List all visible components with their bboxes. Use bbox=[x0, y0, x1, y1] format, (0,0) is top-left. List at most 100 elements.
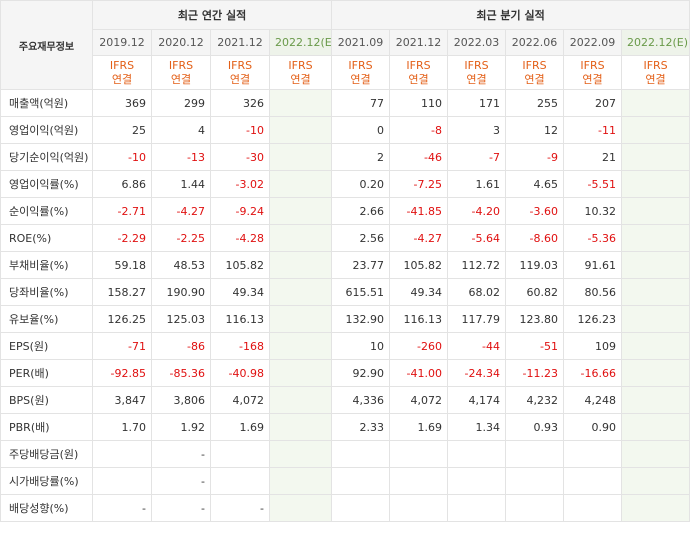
table-row: ROE(%) -2.29 -2.25 -4.28 2.56 -4.27 -5.64 -8.60… bbox=[0, 224, 691, 252]
quarter-value-cell bbox=[621, 224, 691, 252]
quarter-value-cell: 105.82 bbox=[389, 251, 449, 279]
quarter-value-cell: -7.25 bbox=[389, 170, 449, 198]
quarter-value-cell bbox=[447, 467, 507, 495]
annual-value-cell: 326 bbox=[210, 89, 270, 117]
quarter-value-cell: 119.03 bbox=[505, 251, 565, 279]
annual-value-cell bbox=[268, 386, 333, 414]
ifrs-consolidated-text: 연결 bbox=[645, 72, 666, 86]
table-row: 배당성향(%) - - - bbox=[0, 494, 691, 522]
annual-value-cell: 158.27 bbox=[92, 278, 152, 306]
quarter-value-cell: 4,072 bbox=[389, 386, 449, 414]
ifrs-consolidated-text: 연결 bbox=[111, 72, 133, 86]
quarter-value-cell: 12 bbox=[505, 116, 565, 144]
row-label: 유보율(%) bbox=[0, 305, 93, 333]
quarter-value-cell: -51 bbox=[505, 332, 565, 360]
row-label: 배당성향(%) bbox=[0, 494, 93, 522]
ifrs-consolidated-text: 연결 bbox=[582, 72, 603, 86]
annual-value-cell: -4.28 bbox=[210, 224, 270, 252]
table-row: 주당배당금(원) - bbox=[0, 440, 691, 468]
quarter-value-cell: 2.56 bbox=[331, 224, 391, 252]
quarter-value-cell: 255 bbox=[505, 89, 565, 117]
annual-value-cell: 1.69 bbox=[210, 413, 270, 441]
quarter-value-cell bbox=[389, 440, 449, 468]
annual-value-cell: 126.25 bbox=[92, 305, 152, 333]
annual-value-cell: -168 bbox=[210, 332, 270, 360]
quarter-value-cell: 0.90 bbox=[563, 413, 623, 441]
quarter-value-cell: 10.32 bbox=[563, 197, 623, 225]
ifrs-basis-label: IFRS 연결 bbox=[447, 55, 507, 90]
ifrs-basis-label: IFRS 연결 bbox=[268, 55, 333, 90]
quarter-value-cell bbox=[621, 494, 691, 522]
quarter-value-cell: 116.13 bbox=[389, 305, 449, 333]
quarter-value-cell: -16.66 bbox=[563, 359, 623, 387]
annual-value-cell: 116.13 bbox=[210, 305, 270, 333]
ifrs-consolidated-text: 연결 bbox=[350, 72, 371, 86]
annual-value-cell: 25 bbox=[92, 116, 152, 144]
quarter-value-cell: -5.51 bbox=[563, 170, 623, 198]
table-row: 영업이익률(%) 6.86 1.44 -3.02 0.20 -7.25 1.61 4.65 -5… bbox=[0, 170, 691, 198]
quarter-value-cell: 615.51 bbox=[331, 278, 391, 306]
quarter-value-cell: -8 bbox=[389, 116, 449, 144]
quarter-value-cell bbox=[563, 494, 623, 522]
row-label: BPS(원) bbox=[0, 386, 93, 414]
quarter-value-cell bbox=[621, 413, 691, 441]
quarter-value-cell bbox=[621, 89, 691, 117]
quarter-value-cell: 77 bbox=[331, 89, 391, 117]
annual-value-cell: -2.25 bbox=[151, 224, 211, 252]
row-label: EPS(원) bbox=[0, 332, 93, 360]
quarter-value-cell: -3.60 bbox=[505, 197, 565, 225]
table-row: 당좌비율(%) 158.27 190.90 49.34 615.51 49.34 68.02… bbox=[0, 278, 691, 306]
annual-value-cell: 4 bbox=[151, 116, 211, 144]
annual-value-cell bbox=[268, 305, 333, 333]
quarter-value-cell: 68.02 bbox=[447, 278, 507, 306]
quarter-value-cell: 4,336 bbox=[331, 386, 391, 414]
quarter-value-cell bbox=[389, 494, 449, 522]
annual-value-cell bbox=[268, 467, 333, 495]
annual-period-header: 2022.12(E) bbox=[268, 29, 333, 56]
quarter-value-cell: -41.85 bbox=[389, 197, 449, 225]
row-label: 순이익률(%) bbox=[0, 197, 93, 225]
annual-value-cell bbox=[268, 440, 333, 468]
quarter-value-cell: -11.23 bbox=[505, 359, 565, 387]
quarter-value-cell: 0 bbox=[331, 116, 391, 144]
table-row: 당기순이익(억원) -10 -13 -30 2 -46 -7 -9 21 bbox=[0, 143, 691, 171]
ifrs-standard-text: IFRS bbox=[348, 58, 373, 72]
quarter-value-cell bbox=[505, 467, 565, 495]
quarter-value-cell: 109 bbox=[563, 332, 623, 360]
row-label: 당좌비율(%) bbox=[0, 278, 93, 306]
annual-value-cell: 299 bbox=[151, 89, 211, 117]
quarter-value-cell: -41.00 bbox=[389, 359, 449, 387]
annual-period-header: 2019.12 bbox=[92, 29, 152, 56]
annual-period-header: 2020.12 bbox=[151, 29, 211, 56]
quarter-value-cell bbox=[331, 494, 391, 522]
row-label: 부채비율(%) bbox=[0, 251, 93, 279]
annual-value-cell bbox=[210, 440, 270, 468]
ifrs-consolidated-text: 연결 bbox=[524, 72, 545, 86]
quarter-period-header: 2022.09 bbox=[563, 29, 623, 56]
annual-value-cell bbox=[268, 332, 333, 360]
table-row: EPS(원) -71 -86 -168 10 -260 -44 -51 109 bbox=[0, 332, 691, 360]
quarter-value-cell: 92.90 bbox=[331, 359, 391, 387]
annual-value-cell: 105.82 bbox=[210, 251, 270, 279]
quarter-value-cell: 80.56 bbox=[563, 278, 623, 306]
quarter-value-cell: -260 bbox=[389, 332, 449, 360]
table-row: BPS(원) 3,847 3,806 4,072 4,336 4,072 4,174 4,23… bbox=[0, 386, 691, 414]
ifrs-consolidated-text: 연결 bbox=[408, 72, 429, 86]
row-label: 영업이익률(%) bbox=[0, 170, 93, 198]
annual-value-cell: - bbox=[151, 494, 211, 522]
quarter-value-cell: 2.66 bbox=[331, 197, 391, 225]
quarter-value-cell: 2 bbox=[331, 143, 391, 171]
quarter-value-cell: 91.61 bbox=[563, 251, 623, 279]
quarter-value-cell bbox=[621, 467, 691, 495]
quarter-value-cell: 60.82 bbox=[505, 278, 565, 306]
quarter-value-cell: 110 bbox=[389, 89, 449, 117]
quarter-value-cell: 117.79 bbox=[447, 305, 507, 333]
quarter-value-cell bbox=[621, 251, 691, 279]
annual-value-cell: 369 bbox=[92, 89, 152, 117]
table-row: 매출액(억원) 369 299 326 77 110 171 255 207 bbox=[0, 89, 691, 117]
quarter-period-header: 2022.12(E) bbox=[621, 29, 691, 56]
corner-label: 주요재무정보 bbox=[0, 0, 93, 90]
ifrs-consolidated-text: 연결 bbox=[229, 72, 251, 86]
annual-value-cell bbox=[268, 251, 333, 279]
ifrs-basis-label: IFRS 연결 bbox=[621, 55, 691, 90]
